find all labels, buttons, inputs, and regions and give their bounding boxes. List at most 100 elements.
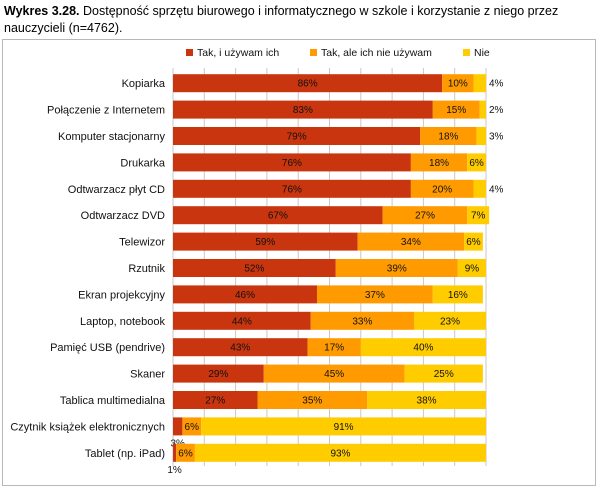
category-label: Odtwarzacz płyt CD bbox=[68, 184, 165, 196]
category-label: Skaner bbox=[130, 369, 165, 381]
bar-segment bbox=[420, 127, 477, 145]
data-label: 33% bbox=[352, 316, 372, 327]
category-label: Komputer stacjonarny bbox=[58, 131, 165, 143]
data-label: 4% bbox=[489, 184, 504, 195]
data-label: 76% bbox=[282, 184, 302, 195]
legend-swatch bbox=[463, 49, 470, 56]
bar-segment bbox=[173, 391, 258, 409]
category-label: Pamięć USB (pendrive) bbox=[50, 342, 165, 354]
data-label: 6% bbox=[185, 422, 200, 433]
data-label: 18% bbox=[438, 132, 458, 143]
data-label: 25% bbox=[434, 369, 454, 380]
bar-segment bbox=[467, 153, 486, 172]
data-label: 20% bbox=[432, 184, 452, 195]
data-label: 46% bbox=[235, 290, 255, 301]
bar-segment bbox=[404, 364, 483, 383]
bar-segment bbox=[360, 338, 486, 357]
data-label: 52% bbox=[244, 264, 264, 275]
bar-segment bbox=[173, 259, 336, 277]
data-label: 93% bbox=[330, 448, 350, 459]
bar-segment bbox=[467, 206, 490, 225]
bar-segment bbox=[473, 74, 486, 93]
data-label: 86% bbox=[298, 79, 318, 90]
bar-segment bbox=[316, 285, 433, 304]
bar-segment bbox=[173, 74, 443, 93]
legend-label: Nie bbox=[474, 47, 490, 59]
data-label: 6% bbox=[178, 448, 193, 459]
bar-segment bbox=[367, 391, 486, 409]
data-label: 10% bbox=[448, 79, 468, 90]
data-label: 6% bbox=[466, 237, 481, 248]
bar-segment bbox=[173, 443, 177, 462]
data-label: 2% bbox=[489, 105, 504, 116]
category-label: Tablet (np. iPad) bbox=[85, 448, 165, 460]
data-label: 91% bbox=[334, 422, 354, 433]
bar-segment bbox=[257, 391, 368, 409]
bar-segment bbox=[173, 179, 411, 198]
bar-segment bbox=[173, 206, 383, 225]
data-label: 83% bbox=[293, 105, 313, 116]
legend-label: Tak, ale ich nie używam bbox=[321, 47, 432, 59]
category-label: Rzutnik bbox=[128, 263, 165, 275]
category-label: Telewizor bbox=[119, 237, 165, 249]
chart-caption: Wykres 3.28. Dostępność sprzętu biuroweg… bbox=[4, 3, 564, 37]
category-label: Kopiarka bbox=[122, 78, 166, 90]
bar-segment bbox=[182, 417, 202, 436]
data-label: 4% bbox=[489, 79, 504, 90]
bar-segment bbox=[173, 417, 183, 436]
data-label: 17% bbox=[324, 343, 344, 354]
data-label: 3% bbox=[489, 132, 504, 143]
data-label: 43% bbox=[230, 343, 250, 354]
bar-segment bbox=[263, 364, 405, 383]
bar-segment bbox=[473, 179, 486, 198]
category-label: Połączenie z Internetem bbox=[47, 105, 165, 117]
category-label: Czytnik książek elektronicznych bbox=[10, 421, 165, 433]
data-label: 79% bbox=[287, 132, 307, 143]
bar-segment bbox=[479, 100, 486, 119]
data-label: 27% bbox=[415, 211, 435, 222]
data-label: 59% bbox=[255, 237, 275, 248]
bar-segment bbox=[173, 285, 317, 304]
data-label: 38% bbox=[417, 396, 437, 407]
data-label: 29% bbox=[208, 369, 228, 380]
bar-segment bbox=[464, 232, 483, 251]
data-label: 18% bbox=[429, 158, 449, 169]
data-label: 1% bbox=[167, 465, 182, 476]
bar-segment bbox=[410, 153, 468, 172]
bar-segment bbox=[173, 153, 411, 172]
data-label: 23% bbox=[440, 316, 460, 327]
data-label: 40% bbox=[413, 343, 433, 354]
caption-text: Dostępność sprzętu biurowego i informaty… bbox=[4, 4, 559, 35]
bar-segment bbox=[194, 443, 486, 462]
bar-segment bbox=[357, 232, 465, 251]
caption-lead: Wykres 3.28. bbox=[4, 4, 80, 18]
legend-label: Tak, i używam ich bbox=[197, 47, 279, 59]
bar-segment bbox=[410, 179, 474, 198]
bar-segment bbox=[173, 338, 308, 357]
data-label: 7% bbox=[471, 211, 486, 222]
category-label: Ekran projekcyjny bbox=[78, 289, 165, 301]
bar-segment bbox=[382, 206, 468, 225]
data-label: 15% bbox=[446, 105, 466, 116]
data-label: 44% bbox=[232, 316, 252, 327]
bar-segment bbox=[476, 127, 486, 145]
data-label: 67% bbox=[268, 211, 288, 222]
data-label: 39% bbox=[387, 264, 407, 275]
bar-segment bbox=[201, 417, 487, 436]
category-label: Laptop, notebook bbox=[80, 316, 166, 328]
bar-segment bbox=[432, 285, 483, 304]
bar-segment bbox=[307, 338, 361, 357]
bar-segment bbox=[457, 259, 486, 277]
data-label: 76% bbox=[282, 158, 302, 169]
legend-swatch bbox=[310, 49, 317, 56]
bar-segment bbox=[173, 127, 421, 145]
bar-segment bbox=[335, 259, 458, 277]
data-label: 37% bbox=[365, 290, 385, 301]
category-label: Tablica multimedialna bbox=[60, 395, 166, 407]
bar-segment bbox=[414, 311, 486, 330]
data-label: 9% bbox=[465, 264, 480, 275]
bar-segment bbox=[176, 443, 195, 462]
bar-segment bbox=[432, 100, 480, 119]
bar-segment bbox=[173, 100, 433, 119]
bar-segment bbox=[310, 311, 415, 330]
